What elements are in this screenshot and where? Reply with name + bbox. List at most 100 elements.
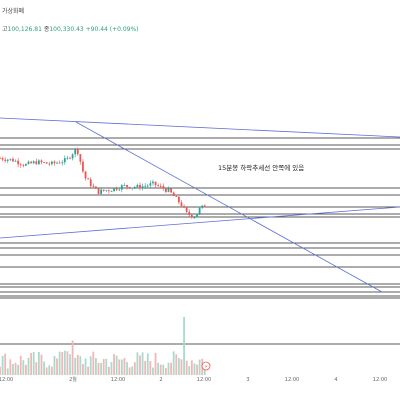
candle-body-3 bbox=[6, 159, 9, 161]
volume-bar-28 bbox=[71, 340, 74, 375]
volume-bar-27 bbox=[69, 354, 71, 375]
volume-bar-21 bbox=[53, 355, 56, 375]
candle-body-50 bbox=[128, 186, 131, 189]
candle-body-33 bbox=[84, 171, 87, 179]
volume-bar-65 bbox=[167, 362, 170, 375]
volume-bar-47 bbox=[120, 359, 123, 375]
volume-bar-39 bbox=[100, 362, 103, 375]
descending-trendline bbox=[75, 121, 383, 293]
volume-bar-45 bbox=[115, 355, 118, 375]
candle-body-44 bbox=[113, 187, 115, 192]
volume-bar-70 bbox=[180, 359, 183, 375]
candle-body-41 bbox=[105, 190, 108, 192]
chart-header: 가상화폐 고100,126.81 종100,330.43 +90.44 (+0.… bbox=[0, 0, 400, 44]
volume-bar-3 bbox=[6, 368, 9, 375]
volume-bar-14 bbox=[35, 362, 38, 375]
exchange-label: 가상화폐 bbox=[2, 8, 25, 15]
volume-bar-4 bbox=[9, 359, 12, 375]
volume-bar-69 bbox=[177, 357, 180, 375]
candle-body-9 bbox=[22, 164, 25, 166]
candle-body-48 bbox=[123, 185, 126, 186]
candle-body-25 bbox=[63, 158, 66, 163]
x-tick-label-5: 3 bbox=[246, 377, 249, 383]
volume-bar-36 bbox=[92, 351, 95, 375]
volume-bar-22 bbox=[56, 358, 58, 375]
volume-bar-16 bbox=[40, 354, 43, 375]
volume-bar-5 bbox=[12, 363, 14, 375]
x-tick-label-6: 12:00 bbox=[285, 377, 299, 383]
volume-bar-30 bbox=[76, 354, 79, 375]
volume-bar-24 bbox=[61, 352, 64, 375]
volume-bar-54 bbox=[139, 355, 141, 375]
x-tick-label-0: 12:00 bbox=[0, 377, 13, 383]
volume-bar-20 bbox=[50, 366, 53, 375]
candle-body-16 bbox=[40, 160, 43, 163]
candle-body-24 bbox=[61, 162, 64, 164]
volume-bar-42 bbox=[107, 366, 110, 375]
volume-bar-44 bbox=[113, 354, 115, 375]
candle-body-71 bbox=[183, 206, 185, 208]
candle-body-53 bbox=[136, 184, 139, 188]
candle-body-46 bbox=[118, 189, 121, 191]
volume-bar-35 bbox=[89, 356, 92, 375]
volume-bar-29 bbox=[74, 357, 77, 375]
volume-bar-57 bbox=[146, 353, 149, 375]
candle-body-64 bbox=[165, 188, 167, 192]
volume-bar-37 bbox=[95, 358, 97, 375]
candle-body-75 bbox=[193, 217, 196, 219]
candle-body-18 bbox=[45, 162, 48, 164]
volume-bar-10 bbox=[25, 364, 27, 375]
candle-body-69 bbox=[177, 196, 180, 203]
volume-bar-31 bbox=[79, 356, 82, 375]
volume-bar-2 bbox=[4, 353, 7, 375]
volume-bar-33 bbox=[84, 358, 87, 375]
volume-bar-26 bbox=[66, 351, 69, 375]
volume-bar-40 bbox=[102, 358, 105, 375]
x-tick-label-2: 12:00 bbox=[111, 377, 125, 383]
volume-bar-66 bbox=[170, 362, 172, 375]
candle-body-63 bbox=[162, 185, 165, 189]
volume-bar-52 bbox=[133, 362, 136, 375]
ascending-trendline bbox=[0, 206, 400, 239]
candle-body-22 bbox=[56, 162, 58, 164]
volume-bar-46 bbox=[118, 359, 121, 375]
high-label: 고 bbox=[2, 26, 8, 33]
low-label: 종 bbox=[43, 26, 50, 33]
candle-body-60 bbox=[154, 181, 157, 186]
candle-body-15 bbox=[37, 160, 40, 165]
volume-bar-1 bbox=[1, 355, 4, 375]
candle-body-49 bbox=[126, 185, 128, 187]
candle-body-72 bbox=[185, 207, 188, 212]
x-tick-label-8: 12:00 bbox=[373, 377, 387, 383]
candle-body-77 bbox=[198, 207, 201, 214]
candle-body-10 bbox=[25, 164, 27, 166]
candle-body-37 bbox=[95, 186, 97, 189]
volume-bar-59 bbox=[152, 367, 154, 375]
candle-body-2 bbox=[4, 159, 7, 161]
volume-bar-15 bbox=[37, 351, 40, 375]
candle-body-38 bbox=[97, 188, 100, 194]
candle-body-23 bbox=[58, 162, 61, 164]
volume-bar-25 bbox=[63, 350, 66, 375]
candle-body-14 bbox=[35, 161, 38, 165]
candle-body-12 bbox=[30, 161, 33, 164]
candle-body-29 bbox=[74, 148, 77, 155]
volume-bar-8 bbox=[19, 355, 22, 375]
volume-bar-73 bbox=[188, 366, 191, 375]
volume-bar-19 bbox=[48, 365, 51, 375]
candle-body-74 bbox=[190, 215, 193, 218]
volume-bar-12 bbox=[30, 353, 33, 375]
candle-body-52 bbox=[133, 187, 136, 188]
volume-bar-62 bbox=[159, 364, 162, 375]
candle-body-45 bbox=[115, 187, 118, 190]
volume-bar-34 bbox=[87, 366, 90, 375]
candle-body-1 bbox=[1, 158, 4, 160]
candle-body-21 bbox=[53, 161, 56, 164]
volume-bar-61 bbox=[157, 362, 160, 375]
volume-bar-13 bbox=[32, 351, 35, 375]
volume-bar-41 bbox=[105, 358, 108, 375]
candle-body-35 bbox=[89, 179, 92, 187]
volume-bar-18 bbox=[45, 367, 48, 375]
